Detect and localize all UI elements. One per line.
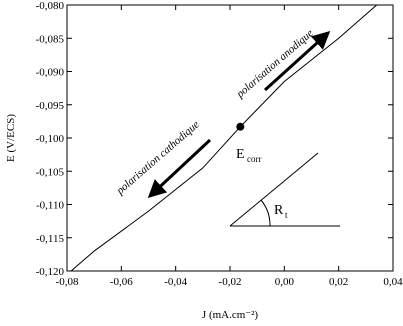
x-tick-label: -0,08 [56, 276, 79, 288]
y-tick-label: -0,105 [36, 166, 65, 178]
y-axis-label: E (V/ECS) [5, 114, 17, 162]
y-tick-label: -0,120 [36, 266, 65, 278]
y-tick-label: -0,115 [36, 233, 65, 245]
x-tick-label: 0,04 [383, 276, 403, 288]
x-tick-label: -0,04 [164, 276, 187, 288]
rt-label: R [274, 203, 284, 218]
x-tick-label: 0,00 [275, 276, 295, 288]
x-axis-label: J (mA.cm⁻²) [202, 309, 258, 321]
rt-arc [260, 199, 271, 227]
y-tick-label: -0,100 [36, 133, 65, 145]
y-tick-label: -0,085 [36, 33, 65, 45]
x-tick-label: -0,02 [219, 276, 242, 288]
rt-line [229, 152, 319, 227]
ecorr-point [236, 122, 245, 131]
x-tick-label: 0,02 [329, 276, 348, 288]
y-tick-label: -0,090 [36, 67, 65, 79]
rt-sub: t [285, 210, 288, 220]
annotation: polarisation anodique [234, 27, 316, 101]
x-tick-label: -0,06 [110, 276, 133, 288]
y-tick-label: -0,095 [36, 100, 65, 112]
y-tick-label: -0,080 [36, 0, 65, 12]
arrow [147, 138, 212, 199]
arrow [263, 30, 331, 92]
ecorr-label: E [236, 147, 245, 162]
data-line [70, 4, 378, 272]
ecorr-sub: corr [247, 154, 262, 164]
y-tick-label: -0,110 [36, 200, 65, 212]
